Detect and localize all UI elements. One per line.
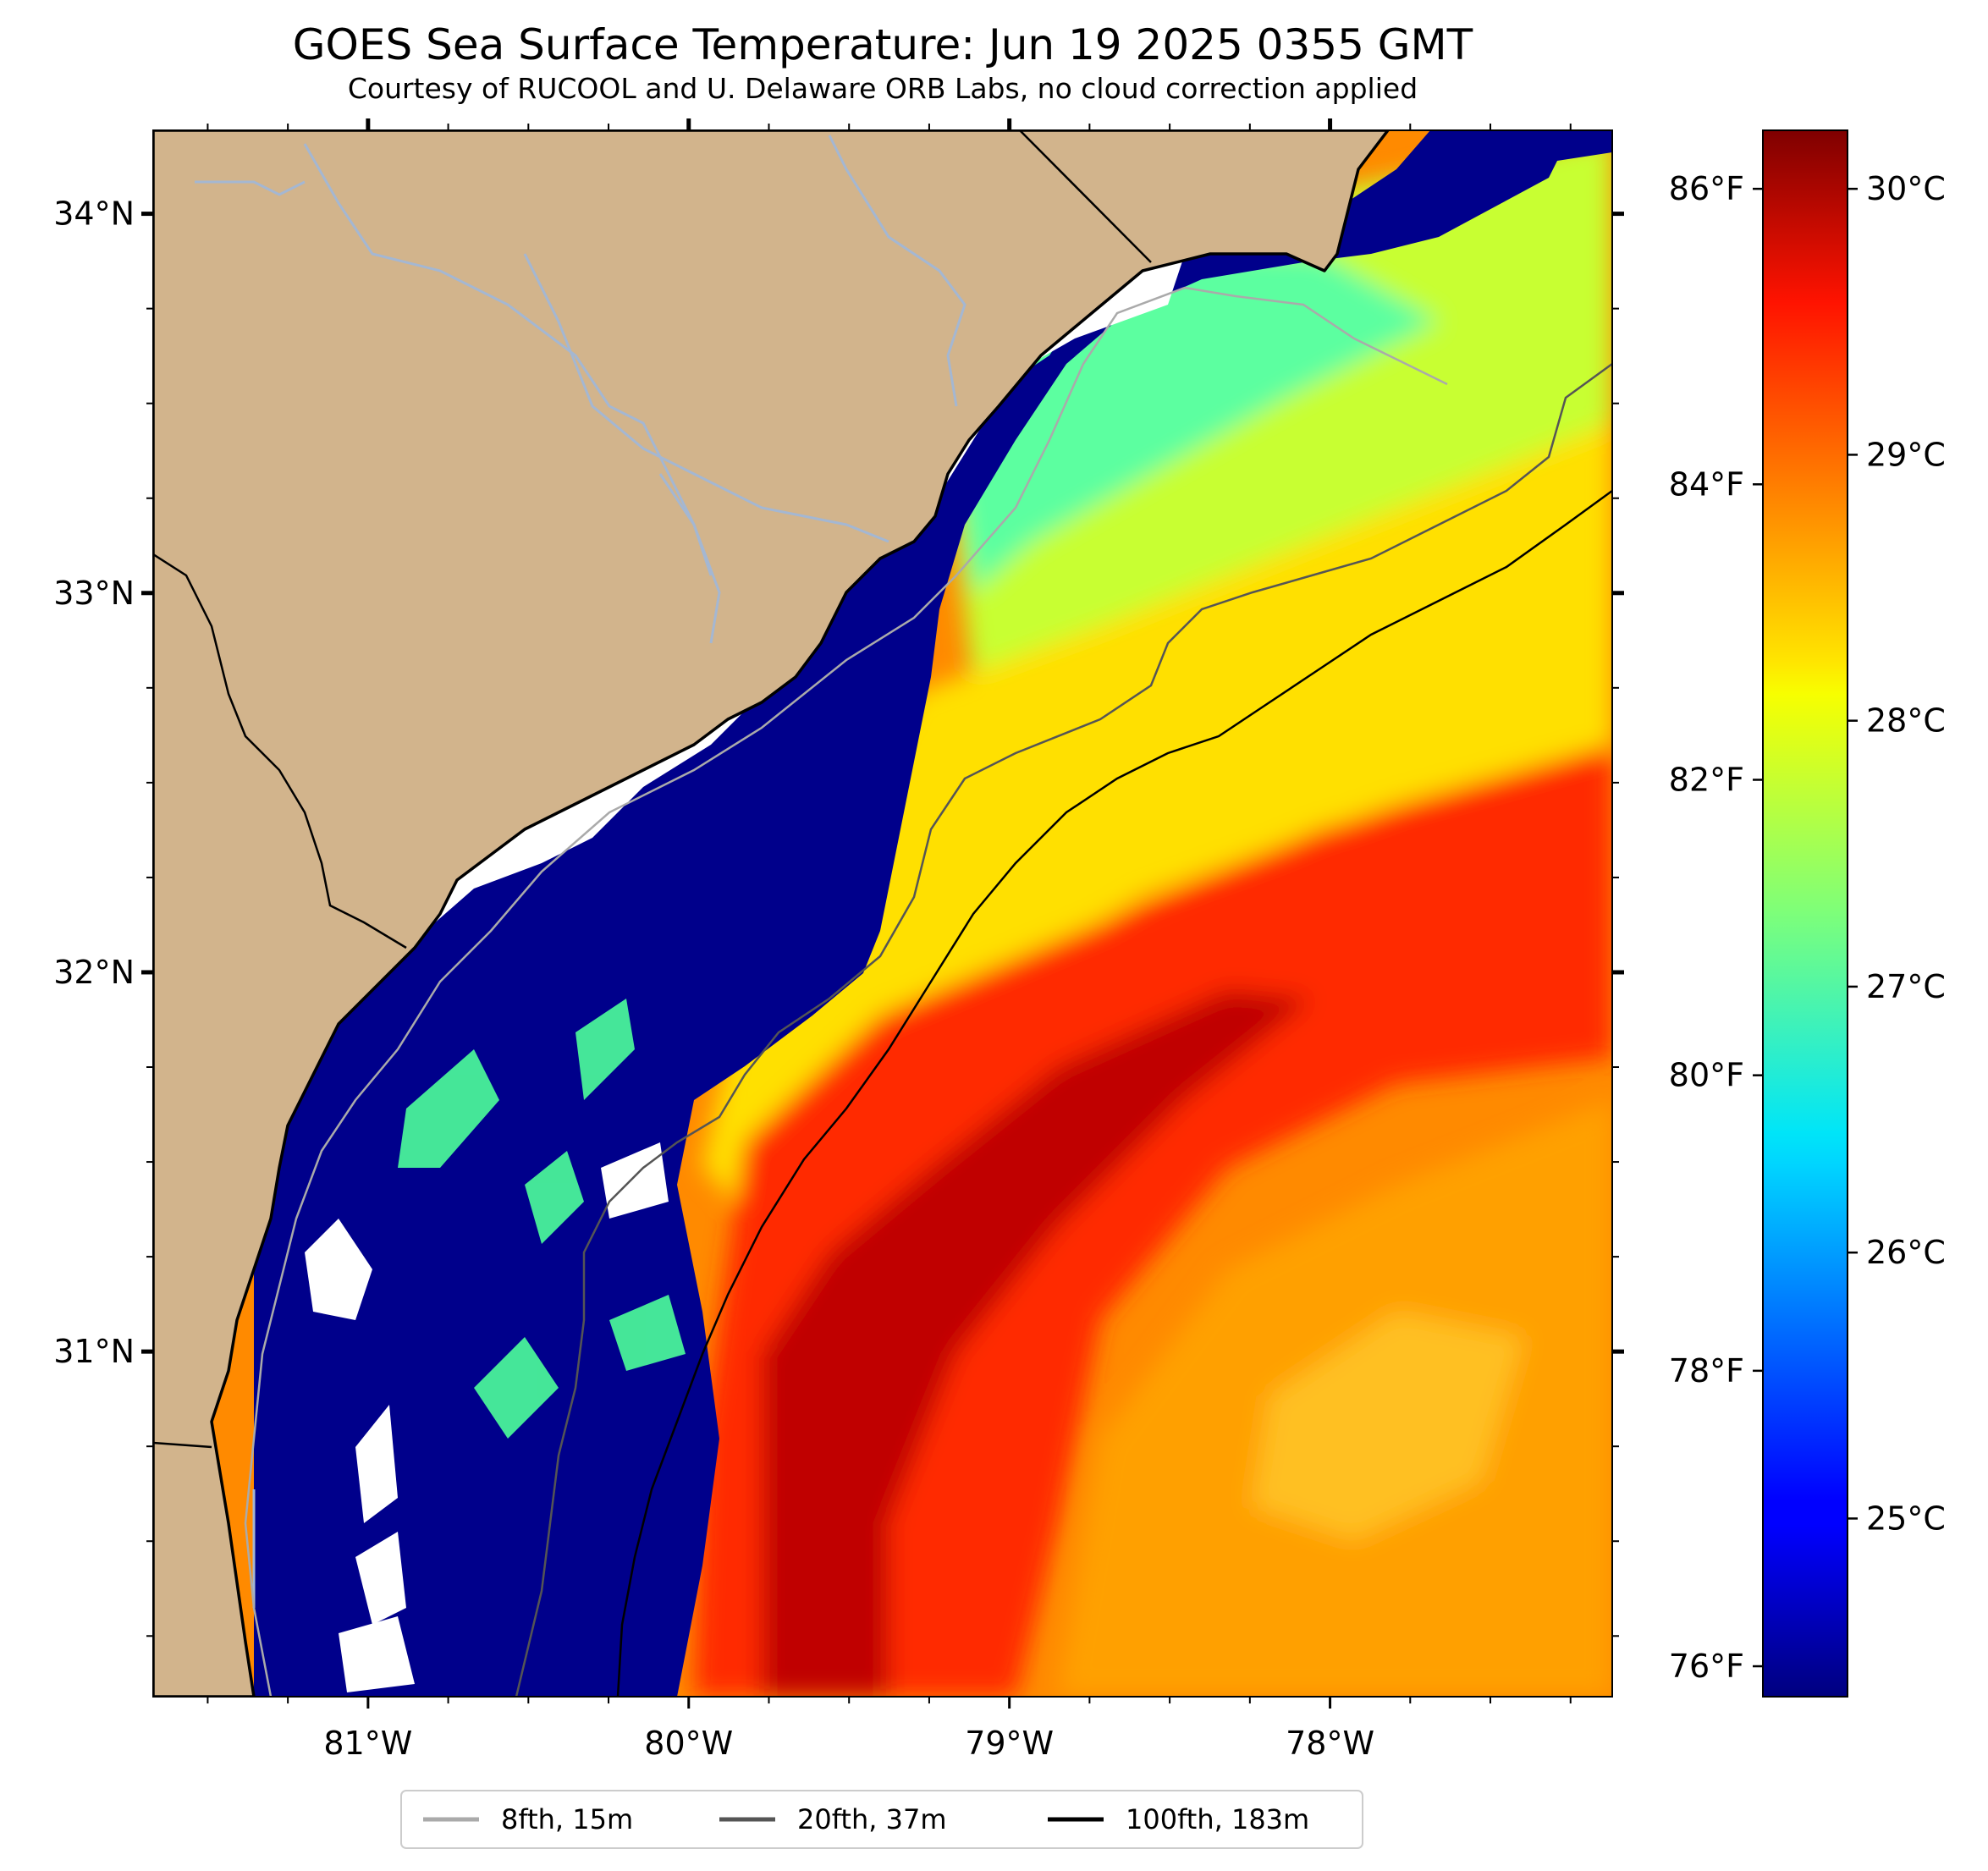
land-mass [153, 130, 1390, 1697]
fahrenheit-tick-label: 78°F [1669, 1352, 1744, 1389]
celsius-tick-label: 28°C [1866, 702, 1946, 740]
celsius-tick-label: 29°C [1866, 436, 1946, 473]
sst-cold-eddies [398, 999, 686, 1439]
fahrenheit-tick-label: 76°F [1669, 1648, 1744, 1685]
colorbar: 30°C 29°C 28°C 27°C 26°C 25°C 86°F 84°F 82°F 80°F… [1669, 129, 1946, 1698]
fahrenheit-tick-label: 86°F [1669, 170, 1744, 207]
map-panel [153, 130, 1612, 1697]
lon-tick-label: 79°W [965, 1725, 1054, 1762]
celsius-tick-label: 25°C [1866, 1500, 1946, 1537]
map-frame [152, 129, 1613, 1698]
lon-tick-label: 78°W [1286, 1725, 1374, 1762]
legend-box [400, 1790, 1363, 1849]
isobath-20fth [515, 362, 1612, 1697]
lon-tick-label: 81°W [323, 1725, 412, 1762]
state-boundaries [153, 130, 1152, 1449]
lat-tick-label: 34°N [53, 195, 135, 233]
lat-tick-label: 32°N [53, 954, 135, 991]
legend-label: 20fth, 37m [797, 1803, 946, 1835]
sst-zone-red [694, 745, 1612, 1697]
legend-label: 8fth, 15m [501, 1803, 633, 1835]
isobath-8fth [244, 286, 1448, 1697]
colorbar-ticks: 30°C 29°C 28°C 27°C 26°C 25°C 86°F 84°F 82°F 80°F… [1669, 170, 1946, 1685]
celsius-tick-label: 27°C [1866, 968, 1946, 1005]
legend-label: 100fth, 183m [1126, 1803, 1309, 1835]
legend: 8fth, 15m 20fth, 37m 100fth, 183m [400, 1790, 1363, 1849]
isobath-100fth [616, 489, 1612, 1697]
sst-field [694, 135, 1612, 1697]
fahrenheit-tick-label: 82°F [1669, 761, 1744, 798]
fahrenheit-tick-label: 80°F [1669, 1057, 1744, 1094]
celsius-tick-label: 26°C [1866, 1234, 1946, 1271]
legend-entries: 8fth, 15m 20fth, 37m 100fth, 183m [423, 1803, 1309, 1835]
lat-tick-label: 31°N [53, 1333, 135, 1370]
map-axes: 81°W 80°W 79°W 78°W 34°N 33°N 32°N 31°N [53, 118, 1624, 1762]
fahrenheit-tick-label: 84°F [1669, 465, 1744, 503]
lat-tick-label: 33°N [53, 575, 135, 612]
sst-zone-orange-inner [1253, 1312, 1523, 1540]
lon-tick-label: 80°W [644, 1725, 733, 1762]
celsius-tick-label: 30°C [1866, 170, 1946, 207]
figure-subtitle: Courtesy of RUCOOL and U. Delaware ORB L… [348, 72, 1418, 105]
figure-title: GOES Sea Surface Temperature: Jun 19 202… [293, 20, 1473, 69]
colorbar-gradient [1762, 129, 1848, 1698]
sst-zone-darkred [762, 990, 1312, 1697]
rivers [195, 135, 966, 1608]
sst-zone-cold-shelf [254, 130, 1612, 1697]
